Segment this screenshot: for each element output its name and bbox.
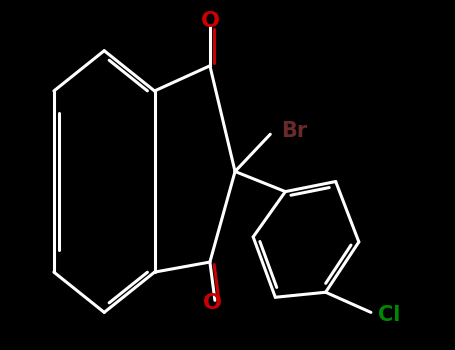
Text: O: O [202,293,222,313]
Text: Br: Br [281,121,308,141]
Text: O: O [200,11,219,31]
Text: Cl: Cl [378,306,400,326]
